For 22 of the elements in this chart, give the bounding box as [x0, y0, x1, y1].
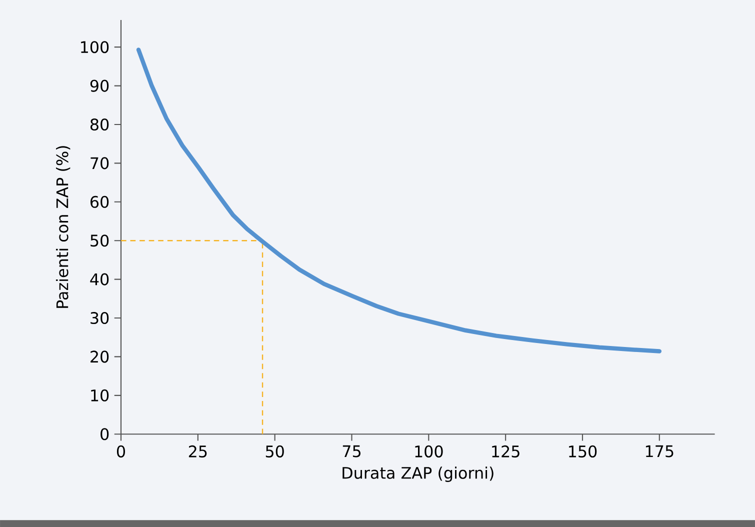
x-tick-label: 25 — [188, 445, 207, 458]
y-tick-label: 50 — [90, 234, 109, 247]
y-tick-label: 90 — [90, 80, 109, 92]
x-tick-label: 50 — [266, 445, 284, 458]
x-tick-label: 100 — [415, 445, 443, 458]
x-tick-label: 150 — [569, 445, 597, 458]
y-tick-label: 0 — [100, 428, 109, 440]
y-tick-label: 60 — [90, 196, 109, 208]
x-tick-label: 125 — [492, 445, 520, 458]
y-tick-label: 80 — [90, 118, 109, 130]
x-tick-label: 175 — [646, 445, 674, 458]
y-tick-label: 30 — [90, 312, 109, 324]
y-axis-title: Pazienti con ZAP (%) — [56, 146, 70, 308]
y-tick-label: 70 — [90, 157, 109, 170]
y-tick-label: 40 — [90, 273, 109, 286]
x-tick-label: 0 — [116, 445, 125, 458]
y-tick-label: 100 — [81, 41, 109, 54]
line-series — [136, 48, 662, 354]
x-axis-title: Durata ZAP (giorni) — [342, 466, 494, 482]
x-tick-label: 75 — [342, 445, 360, 458]
y-tick-label: 20 — [90, 350, 109, 363]
y-tick-label: 10 — [91, 389, 109, 402]
